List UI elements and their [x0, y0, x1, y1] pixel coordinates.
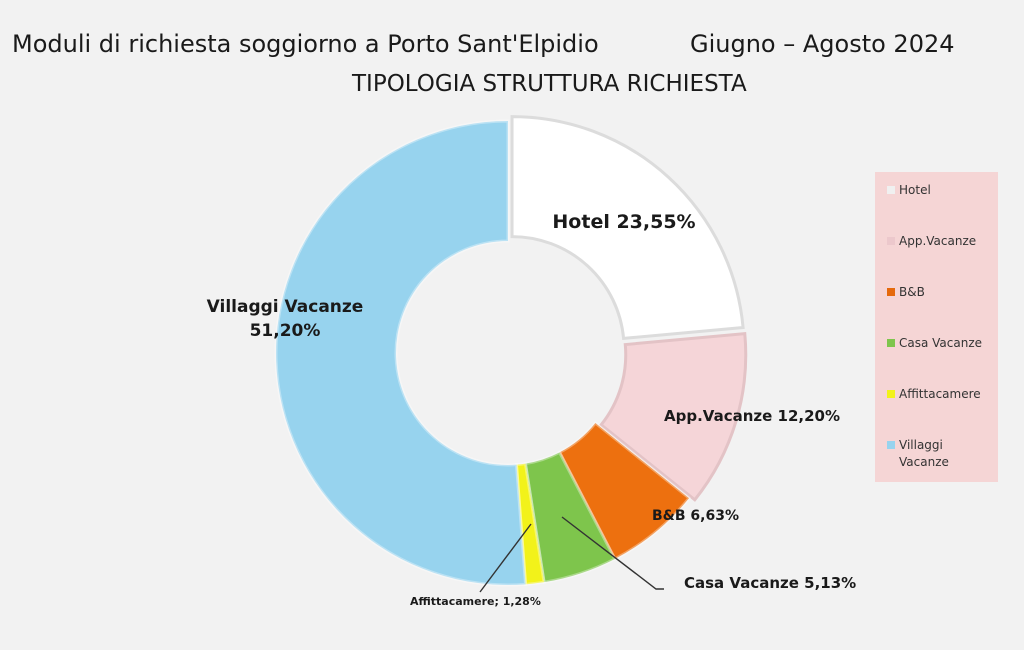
data-label-casa-vacanze: Casa Vacanze 5,13% [684, 574, 856, 592]
leader-line-casa-vacanze [561, 516, 664, 590]
slice-villaggi-vacanze [274, 119, 528, 587]
legend-item-app-vacanze: App.Vacanze [887, 233, 994, 250]
legend-label: B&B [899, 285, 925, 299]
legend-item-affittacamere: Affittacamere [887, 386, 994, 403]
data-label-affittacamere: Affittacamere; 1,28% [410, 595, 541, 608]
data-labels: Hotel 23,55% App.Vacanze 12,20% B&B 6,63% C… [207, 211, 857, 608]
legend-label: Villaggi Vacanze [899, 438, 949, 469]
legend-item-casa-vacanze: Casa Vacanze [887, 335, 994, 352]
data-label-b-b: B&B 6,63% [652, 508, 739, 524]
legend: Hotel App.Vacanze B&B Casa Vacanze Affit… [875, 172, 998, 482]
legend-item-villaggi-vacanze: Villaggi Vacanze [887, 437, 994, 471]
legend-item-bb: B&B [887, 284, 994, 301]
legend-swatch [887, 288, 895, 296]
legend-swatch [887, 390, 895, 398]
legend-item-hotel: Hotel [887, 182, 994, 199]
chart-period: Giugno – Agosto 2024 [690, 30, 955, 58]
legend-label: Casa Vacanze [899, 336, 983, 350]
legend-label: Hotel [899, 183, 931, 197]
legend-swatch [887, 186, 895, 194]
leader-lines [479, 516, 664, 593]
chart-title: Moduli di richiesta soggiorno a Porto Sa… [12, 30, 599, 58]
slice-b-b [557, 420, 692, 561]
data-label-app-vacanze: App.Vacanze 12,20% [664, 407, 840, 425]
slice-hotel [510, 115, 745, 341]
legend-swatch [887, 339, 895, 347]
doughnut-slices [274, 115, 748, 587]
chart-subtitle: TIPOLOGIA STRUTTURA RICHIESTA [352, 71, 747, 97]
legend-swatch [887, 441, 895, 449]
legend-label: App.Vacanze [899, 234, 977, 248]
data-label-villaggi-vacanze: Villaggi Vacanze 51,20% [207, 297, 364, 341]
slice-app-vacanze [599, 332, 748, 502]
legend-swatch [887, 237, 895, 245]
leader-line-affittacamere [479, 523, 532, 593]
data-label-hotel: Hotel 23,55% [552, 211, 695, 233]
legend-label: Affittacamere [899, 387, 981, 401]
